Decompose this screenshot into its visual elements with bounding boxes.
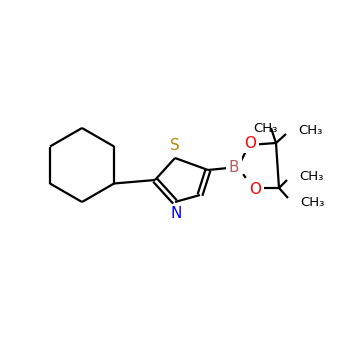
- Text: S: S: [170, 139, 180, 154]
- Text: CH₃: CH₃: [299, 169, 323, 182]
- Text: O: O: [249, 182, 261, 197]
- Text: N: N: [170, 206, 182, 222]
- Text: CH₃: CH₃: [298, 124, 322, 136]
- Text: CH₃: CH₃: [253, 122, 277, 135]
- Text: O: O: [244, 135, 256, 150]
- Text: B: B: [229, 160, 239, 175]
- Text: CH₃: CH₃: [300, 196, 324, 209]
